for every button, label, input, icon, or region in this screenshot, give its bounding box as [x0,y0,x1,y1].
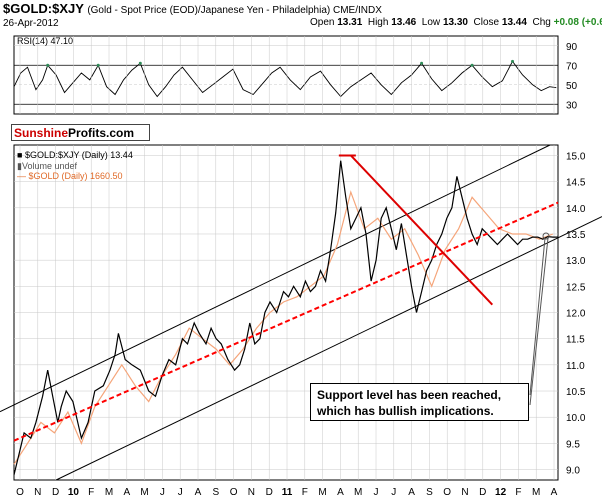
x-month-label: M [318,487,326,498]
chg-value: +0.08 (+0.61%) [553,17,602,28]
price-tick-label: 10.5 [566,387,586,398]
price-tick-label: 10.0 [566,413,586,424]
x-month-label: S [212,487,219,498]
price-legend: ■ $GOLD:$XJY (Daily) 13.44 [17,150,133,160]
price-tick-label: 13.0 [566,256,586,267]
downtrend-line [350,154,494,306]
sunshine-profits-logo: SunshineProfits.com [11,124,150,141]
x-month-label: D [266,487,273,498]
x-month-label: D [479,487,486,498]
x-month-label: S [426,487,433,498]
support-annotation: Support level has been reached, which ha… [310,383,529,421]
low-value: 13.30 [442,17,468,28]
price-tick-label: 9.5 [566,439,580,450]
price-legend-text: $GOLD:$XJY (Daily) 13.44 [24,150,133,160]
symbol-description: (Gold - Spot Price (EOD)/Japanese Yen - … [87,5,382,16]
price-tick-label: 9.0 [566,466,580,477]
rsi-tick-label: 50 [566,81,578,92]
annotation-pointer-end [542,232,550,240]
logo-part1: Sunshine [14,126,69,140]
x-month-label: J [391,487,396,498]
volume-legend: ▮Volume undef [17,161,77,171]
rsi-tick-label: 30 [566,100,578,111]
high-value: 13.46 [391,17,417,28]
rsi-tick-label: 70 [566,61,578,72]
x-month-label: F [88,487,94,498]
x-month-label: J [178,487,183,498]
annotation-pointer-1 [529,237,546,396]
chg-label: Chg [532,17,551,28]
gold-legend: — $GOLD (Daily) 1660.50 [17,171,123,181]
x-month-label: O [16,487,24,498]
close-value: 13.44 [501,17,527,28]
rsi-tick-label: 90 [566,42,578,53]
x-month-label: O [230,487,238,498]
price-tick-label: 12.0 [566,309,586,320]
channel-lower-line [55,216,602,481]
chart-date: 26-Apr-2012 [3,18,59,29]
low-label: Low [421,17,441,28]
gold-legend-text: $GOLD (Daily) 1660.50 [28,171,123,181]
x-month-label: A [551,487,558,498]
x-month-label: 11 [282,487,293,498]
moving-average-line [13,201,559,442]
gold-series-line [13,190,554,465]
high-label: High [367,17,389,28]
rsi-overbought-point [96,63,100,67]
price-tick-label: 15.0 [566,151,586,162]
x-month-label: A [408,487,415,498]
annotation-line2: which has bullish implications. [317,404,494,418]
x-month-label: N [461,487,468,498]
x-month-label: F [515,487,521,498]
rsi-line [13,60,557,98]
price-tick-label: 14.5 [566,178,586,189]
x-month-label: 12 [495,487,507,498]
rsi-overbought-point [420,61,424,65]
price-tick-label: 11.0 [566,361,585,372]
rsi-legend: RSI(14) 47.10 [17,36,73,46]
x-month-label: N [34,487,41,498]
x-month-label: M [105,487,113,498]
rsi-overbought-point [46,63,50,67]
x-month-label: D [52,487,59,498]
x-month-label: A [337,487,344,498]
x-month-label: A [123,487,130,498]
symbol: $GOLD:$XJY [3,1,84,16]
x-month-label: M [532,487,540,498]
x-month-label: M [140,487,148,498]
annotation-line1: Support level has been reached, [317,388,502,402]
x-month-label: M [354,487,362,498]
ohlc-readout: Open 13.31 High 13.46 Low 13.30 Close 13… [310,17,602,28]
price-tick-label: 12.5 [566,282,586,293]
volume-legend-text: Volume undef [21,161,77,171]
rsi-overbought-point [138,61,142,65]
x-month-label: J [160,487,165,498]
rsi-overbought-point [470,63,474,67]
x-month-label: 10 [68,487,80,498]
channel-upper-line [0,144,551,413]
price-tick-label: 11.5 [566,335,585,346]
price-series-line [13,160,558,475]
x-month-label: N [248,487,255,498]
open-value: 13.31 [337,17,363,28]
x-month-label: O [443,487,451,498]
rsi-overbought-point [511,59,515,63]
x-month-label: J [374,487,379,498]
logo-part2: Profits.com [68,126,135,140]
x-month-label: F [302,487,308,498]
price-tick-label: 13.5 [566,230,586,241]
price-tick-label: 14.0 [566,204,586,215]
annotation-pointer-2 [529,237,549,406]
close-label: Close [473,17,500,28]
chart-header: $GOLD:$XJY (Gold - Spot Price (EOD)/Japa… [3,1,382,16]
open-label: Open [310,17,335,28]
x-month-label: A [195,487,202,498]
